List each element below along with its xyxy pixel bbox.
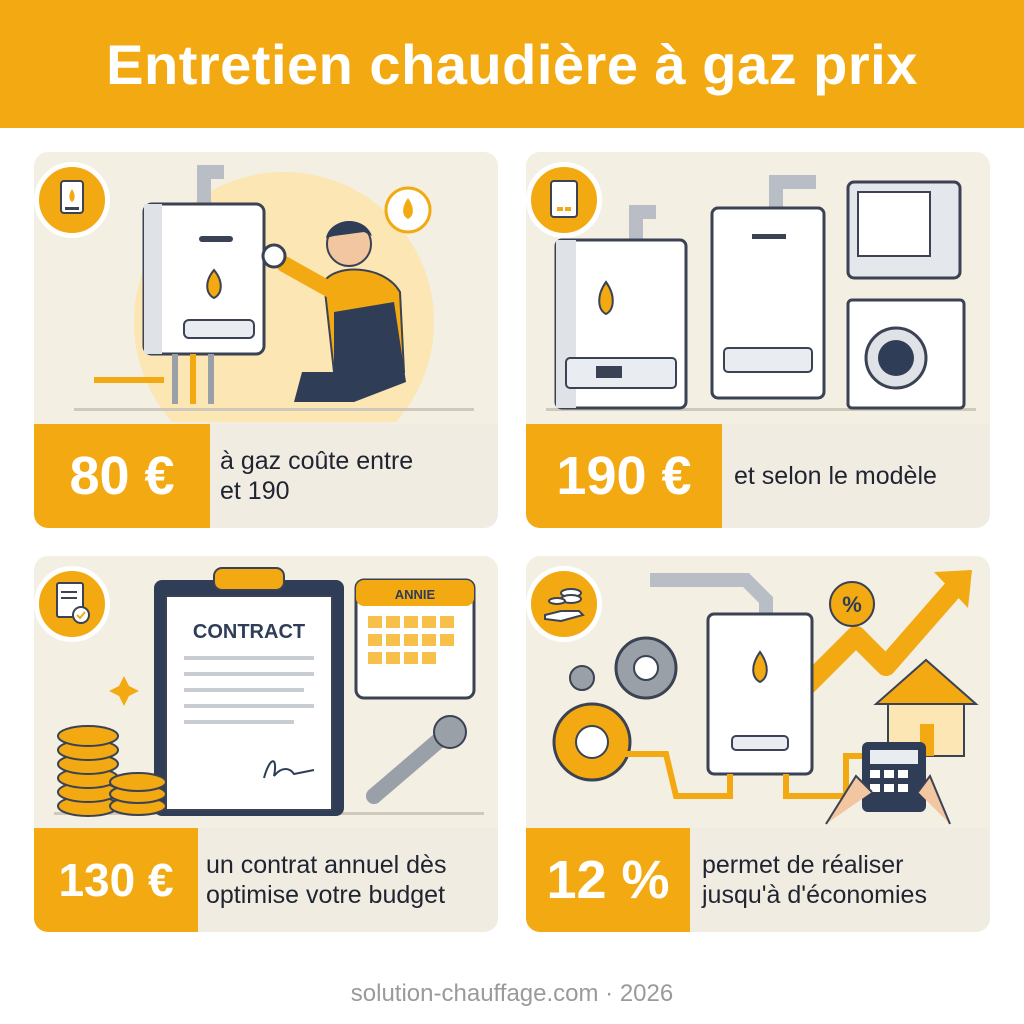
boiler-flame-icon — [60, 180, 84, 214]
stat-panel: 12 % permet de réaliser jusqu'à d'économ… — [526, 828, 990, 932]
stat-desc-line-1: un contrat annuel dès — [206, 851, 447, 879]
stat-desc-line-1: permet de réaliser — [702, 851, 904, 879]
contract-illustration: CONTRACT ANNIE — [34, 556, 498, 826]
stat-desc-line-2: jusqu'à d'économies — [702, 881, 927, 909]
stat-value: 12 % — [526, 828, 690, 932]
card-icon-badge — [526, 162, 602, 238]
calendar-title: ANNIE — [395, 587, 436, 602]
card-icon-badge — [526, 566, 602, 642]
stat-panel: 130 € un contrat annuel dès optimise vot… — [34, 828, 498, 932]
stat-value: 80 € — [34, 424, 210, 528]
page-title: Entretien chaudière à gaz prix — [106, 32, 918, 96]
boiler-icon — [550, 180, 578, 218]
card-technician: 80 € à gaz coûte entre et 190 — [34, 152, 498, 528]
stat-panel: 80 € à gaz coûte entre et 190 — [34, 424, 498, 528]
document-check-icon — [56, 582, 90, 624]
card-icon-badge — [34, 566, 110, 642]
savings-illustration: % — [526, 556, 990, 826]
technician-illustration — [34, 152, 498, 422]
stat-description: à gaz coûte entre et 190 — [220, 424, 488, 528]
card-boiler-models: 190 € et selon le modèle — [526, 152, 990, 528]
stat-value: 130 € — [34, 828, 198, 932]
footer-source: solution-chauffage.com · 2026 — [350, 980, 674, 1007]
stat-description: un contrat annuel dès optimise votre bud… — [206, 828, 488, 932]
stat-desc-line-1: à gaz coûte entre — [220, 447, 414, 475]
stat-panel: 190 € et selon le modèle — [526, 424, 990, 528]
stat-description: et selon le modèle — [734, 424, 980, 528]
card-savings: % — [526, 556, 990, 932]
card-contract: CONTRACT ANNIE — [34, 556, 498, 932]
stat-description: permet de réaliser jusqu'à d'économies — [702, 828, 980, 932]
stat-desc-line-1: et selon le modèle — [734, 462, 937, 490]
stat-desc-line-2: optimise votre budget — [206, 881, 446, 909]
card-icon-badge — [34, 162, 110, 238]
header-banner: Entretien chaudière à gaz prix — [0, 0, 1024, 128]
stat-desc-line-2: et 190 — [220, 477, 290, 505]
contract-title: CONTRACT — [193, 621, 305, 643]
money-hand-icon — [544, 588, 585, 623]
stat-value: 190 € — [526, 424, 722, 528]
boiler-models-illustration — [526, 152, 990, 422]
percent-badge: % — [842, 592, 862, 617]
